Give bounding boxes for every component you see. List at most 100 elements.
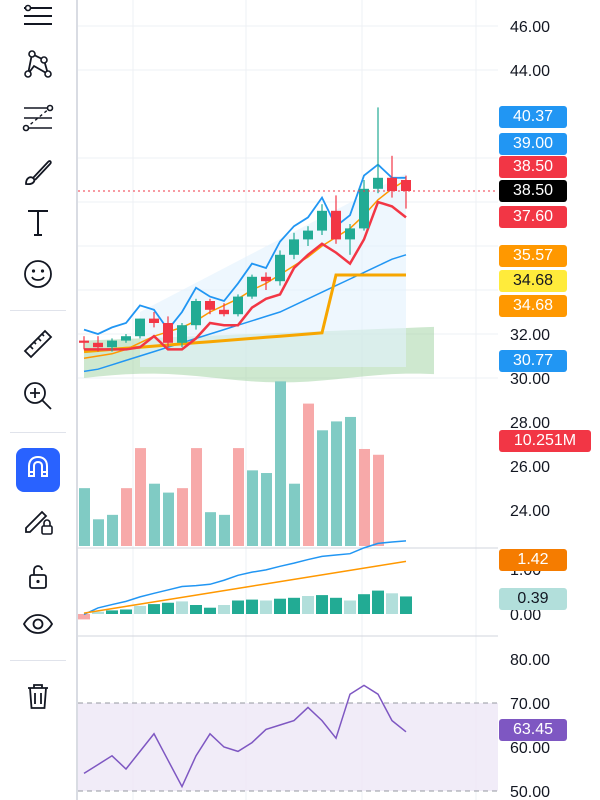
- macd-histogram-bar: [218, 605, 230, 614]
- zoom-in-icon: [20, 378, 56, 419]
- price-label-badge: 35.57: [499, 245, 567, 267]
- macd-histogram-bar: [288, 597, 300, 614]
- price-label-badge: 38.50: [499, 180, 567, 202]
- macd-histogram-bar: [400, 596, 412, 614]
- drawing-toolbar: [0, 0, 76, 800]
- candle-body: [317, 210, 327, 231]
- price-label-badge: 0.39: [499, 588, 567, 610]
- lock-drawing-icon: [20, 502, 56, 543]
- volume-bar: [121, 488, 132, 546]
- pattern-nodes-icon: [20, 46, 56, 87]
- price-label-badge: 38.50: [499, 156, 567, 178]
- rsi-band: [78, 703, 498, 791]
- volume-bar: [107, 514, 118, 546]
- eye-tool-button[interactable]: [14, 604, 62, 648]
- macd-histogram-bar: [260, 600, 272, 614]
- candle-body: [359, 188, 369, 229]
- zoom-in-tool-button[interactable]: [14, 376, 62, 420]
- price-axis-tick: 24.00: [510, 503, 550, 520]
- price-label-badge: 39.00: [499, 133, 567, 155]
- volume-bar: [219, 514, 230, 546]
- macd-histogram-bar: [386, 593, 398, 614]
- volume-bar: [93, 519, 104, 546]
- price-label-badge: 37.60: [499, 206, 567, 228]
- emoji-tool-button[interactable]: [14, 254, 62, 298]
- price-axis-tick: 46.00: [510, 19, 550, 36]
- candle-body: [163, 323, 173, 343]
- candle-body: [373, 177, 383, 189]
- macd-histogram-bar: [330, 597, 342, 614]
- trash-tool-button[interactable]: [14, 676, 62, 720]
- volume-bar: [191, 448, 202, 546]
- candle-body: [387, 177, 397, 191]
- toolbar-separator: [10, 310, 66, 311]
- macd-histogram-bar: [134, 605, 146, 614]
- toolbar-separator: [10, 432, 66, 433]
- ma-slow-line: [83, 254, 407, 373]
- price-axis-tick: 44.00: [510, 63, 550, 80]
- ruler-tool-button[interactable]: [14, 324, 62, 368]
- price-label-badge: 40.37: [499, 106, 567, 128]
- grid-lines: [78, 0, 498, 800]
- volume-bar: [303, 403, 314, 546]
- candle-body: [205, 301, 215, 310]
- price-axis-tick: 26.00: [510, 459, 550, 476]
- ma-fast-line: [83, 179, 407, 359]
- volume-bar: [233, 448, 244, 546]
- rsi-axis-tick: 80.00: [510, 652, 550, 669]
- macd-histogram-bar: [106, 610, 118, 614]
- macd-histogram-bar: [176, 601, 188, 614]
- candle-body: [289, 239, 299, 255]
- macd-histogram-bar: [148, 604, 160, 614]
- macd-histogram-bar: [162, 602, 174, 614]
- candle-body: [79, 340, 89, 343]
- macd-line: [83, 540, 407, 616]
- volume-bar: [289, 483, 300, 546]
- candle-body: [149, 318, 159, 323]
- brush-icon: [20, 154, 56, 195]
- upper-band-line: [83, 163, 406, 335]
- magnet-tool-button[interactable]: [16, 448, 60, 492]
- candle-body: [331, 210, 341, 240]
- lock-drawing-tool-button[interactable]: [14, 500, 62, 544]
- price-axis-tick: 30.00: [510, 371, 550, 388]
- brush-tool-button[interactable]: [14, 152, 62, 196]
- volume-bar: [135, 448, 146, 546]
- candle-body: [261, 276, 271, 282]
- unlock-tool-button[interactable]: [14, 556, 62, 600]
- candle-body: [107, 340, 117, 348]
- volume-bar: [149, 483, 160, 546]
- fib-retracement-icon: [20, 100, 56, 141]
- rsi-axis-tick: 70.00: [510, 696, 550, 713]
- volume-bar: [331, 421, 342, 546]
- fib-retracement-tool-button[interactable]: [14, 98, 62, 142]
- macd-axis-tick: 0.00: [510, 607, 541, 624]
- price-axis-tick: 28.00: [510, 415, 550, 432]
- candle-body: [345, 228, 355, 240]
- text-tool-tool-button[interactable]: [14, 202, 62, 246]
- rsi-axis-tick: 50.00: [510, 784, 550, 800]
- macd-histogram-bar: [344, 600, 356, 614]
- volume-bar: [345, 416, 356, 546]
- trash-icon: [20, 678, 56, 719]
- text-tool-icon: [20, 204, 56, 245]
- macd-histogram-bar: [190, 605, 202, 614]
- price-label-badge: 30.77: [499, 350, 567, 372]
- macd-histogram-bar: [120, 609, 132, 614]
- price-chart[interactable]: 46.0044.0032.0030.0028.0026.0024.001.000…: [78, 0, 600, 800]
- price-label-badge: 1.42: [499, 549, 567, 571]
- volume-bar: [359, 448, 370, 546]
- volume-bar: [373, 454, 384, 546]
- price-axis-tick: 32.00: [510, 327, 550, 344]
- pattern-nodes-tool-button[interactable]: [14, 44, 62, 88]
- macd-pane: [78, 540, 498, 620]
- toolbar-divider: [76, 0, 78, 800]
- candle-body: [275, 254, 285, 282]
- candle-body: [177, 325, 187, 343]
- macd-histogram-bar: [358, 594, 370, 614]
- lines-menu-tool-button[interactable]: [14, 0, 62, 44]
- price-label-badge: 63.45: [499, 719, 567, 741]
- price-label-badge: 34.68: [499, 295, 567, 317]
- macd-histogram-bar: [78, 614, 90, 620]
- eye-icon: [20, 606, 56, 647]
